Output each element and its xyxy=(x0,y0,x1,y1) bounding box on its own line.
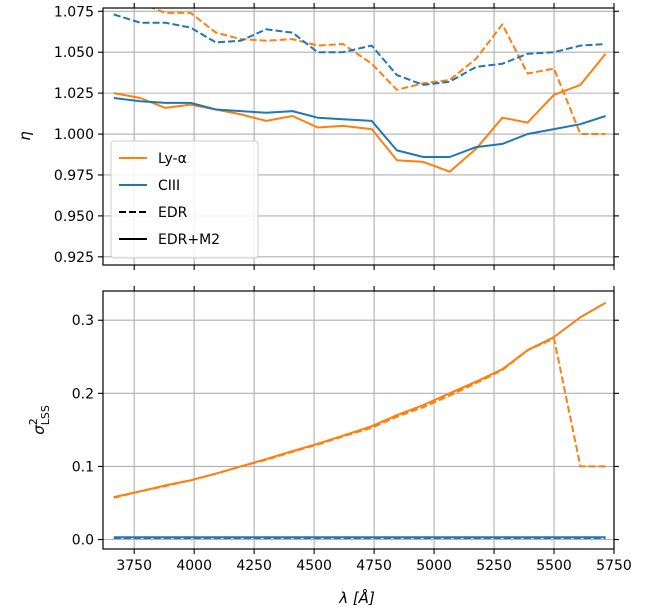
legend-box xyxy=(110,140,259,259)
sigma-x-tick-label: 4000 xyxy=(176,558,212,574)
eta-y-tick-label: 1.050 xyxy=(54,45,94,61)
sigma-x-tick-label: 5500 xyxy=(536,558,572,574)
sigma-orange-solid-line xyxy=(113,301,607,499)
legend-label-3: EDR+M2 xyxy=(158,232,220,248)
eta-blue-solid-line xyxy=(113,97,606,158)
sigma-y-tick-label: 0.3 xyxy=(72,313,94,329)
eta-y-tick-label: 0.925 xyxy=(54,250,94,266)
sigma-x-tick-label: 5250 xyxy=(476,558,512,574)
eta-panel: η 0.925 0.950 0.975 1.000 1.025 1.050 1.075 Ly-… xyxy=(16,3,619,270)
sigma-lss-label-sup: 2 xyxy=(27,418,40,425)
sigma-lss-label-main: σ xyxy=(30,425,48,435)
sigma-lss-panel: σ2LSS λ [Å] 3750 4000 4250 4500 4750 5000 5250… xyxy=(27,286,632,607)
eta-y-tick-label: 0.950 xyxy=(54,209,94,225)
eta-blue-dashed-line xyxy=(113,13,606,86)
sigma-orange-dashed-line xyxy=(113,337,606,499)
sigma-axes-frame xyxy=(102,290,615,550)
sigma-x-tick-label: 4250 xyxy=(236,558,272,574)
eta-y-tick-label: 0.975 xyxy=(54,168,94,184)
eta-y-tick-label: 1.000 xyxy=(54,127,94,143)
legend-label-0: Ly-α xyxy=(158,151,187,167)
sigma-y-tick-label: 0.0 xyxy=(72,532,94,548)
sigma-x-tick-label: 5750 xyxy=(596,558,632,574)
sigma-lss-axis-label: σ2LSS xyxy=(27,405,52,435)
legend-label-1: CIII xyxy=(158,178,180,194)
sigma-series-group xyxy=(113,301,607,539)
eta-orange-solid-line xyxy=(113,53,607,173)
wavelength-axis-label: λ [Å] xyxy=(338,588,375,607)
eta-axes-frame xyxy=(102,7,615,266)
legend-label-2: EDR xyxy=(158,205,188,221)
eta-y-tick-label: 1.025 xyxy=(54,86,94,102)
eta-series-group xyxy=(113,8,607,173)
legend: Ly-α CIII EDR EDR+M2 xyxy=(110,140,259,259)
sigma-lss-label-sub: LSS xyxy=(39,405,52,425)
sigma-x-tick-label: 4750 xyxy=(356,558,392,574)
sigma-y-tick-label: 0.2 xyxy=(72,386,94,402)
sigma-x-tick-label: 4500 xyxy=(296,558,332,574)
sigma-x-tick-label: 3750 xyxy=(116,558,152,574)
sigma-y-tick-label: 0.1 xyxy=(72,459,94,475)
eta-axis-label: η xyxy=(16,131,34,141)
eta-y-tick-label: 1.075 xyxy=(54,4,94,20)
eta-orange-dashed-line xyxy=(150,8,606,135)
sigma-x-tick-label: 5000 xyxy=(416,558,452,574)
